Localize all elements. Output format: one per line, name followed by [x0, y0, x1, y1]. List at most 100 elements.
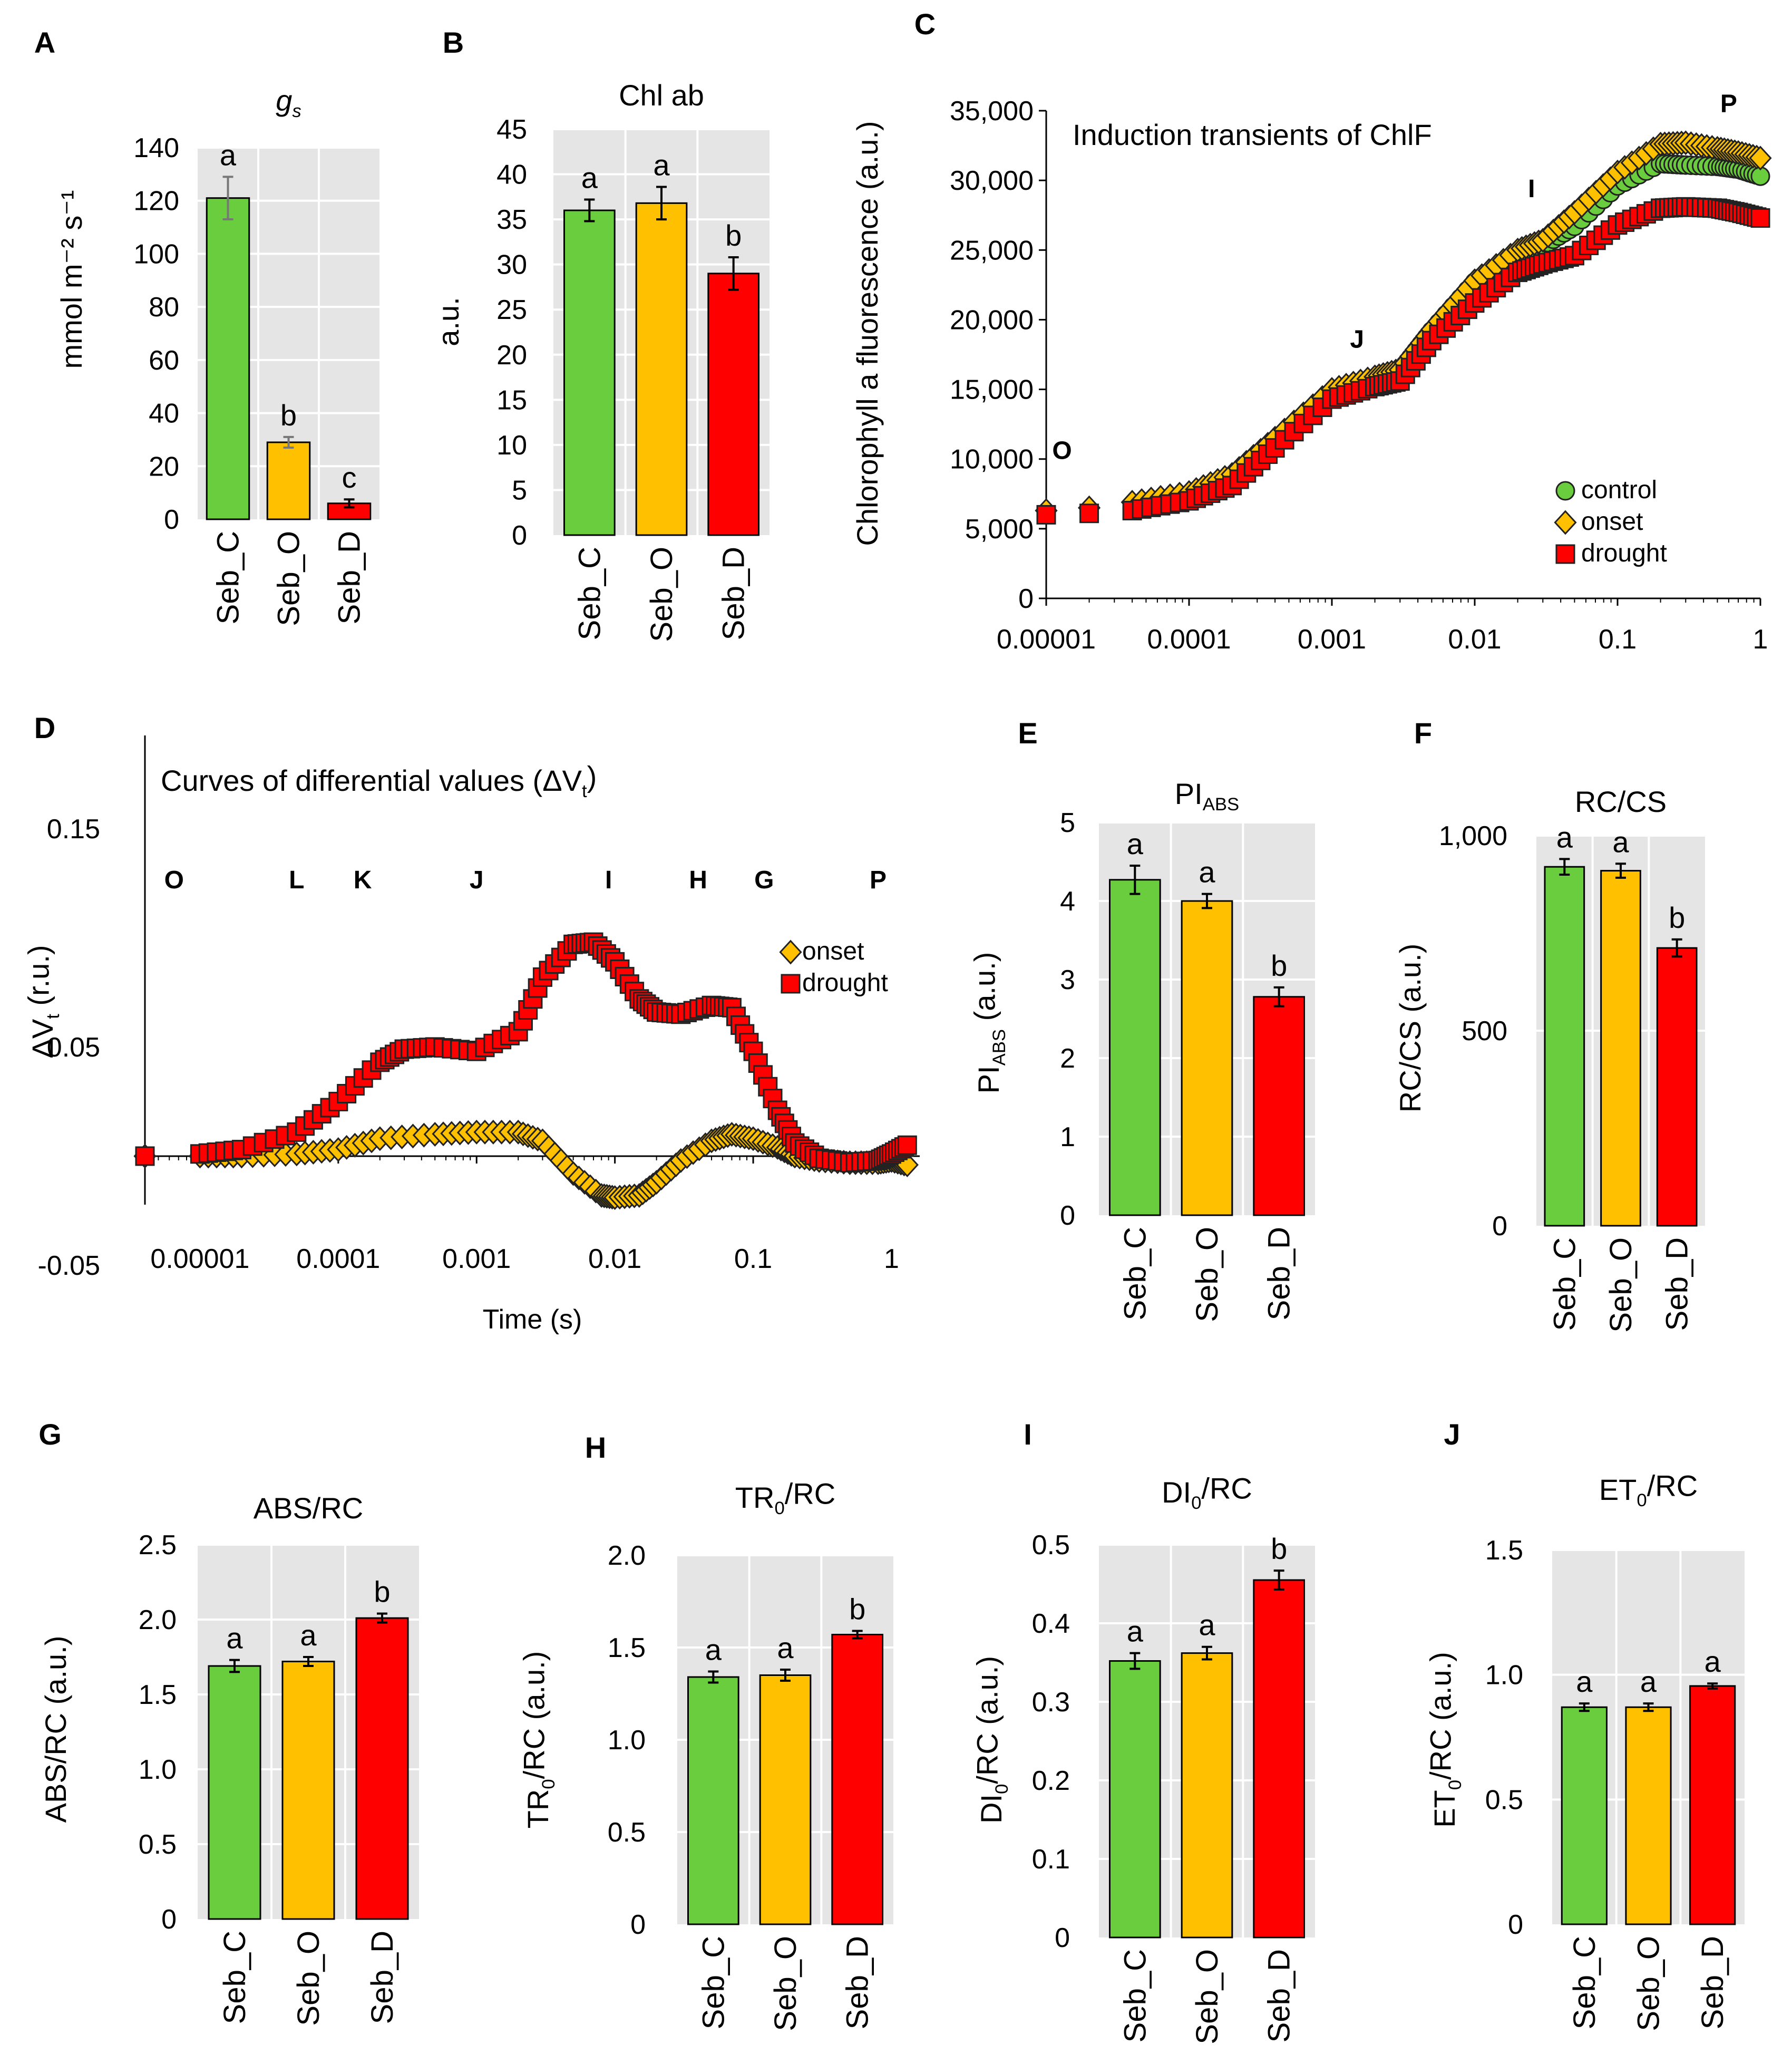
data-point — [135, 1146, 155, 1166]
x-tick-label: 0.001 — [442, 1244, 511, 1274]
y-tick-label: 5,000 — [965, 514, 1034, 545]
legend-label: control — [1581, 476, 1657, 504]
y-tick-label: 35 — [496, 205, 527, 235]
phase-label: J — [1350, 325, 1364, 353]
y-tick-label: 2.0 — [608, 1540, 646, 1571]
y-tick-label: -0.05 — [37, 1251, 100, 1281]
legend: control onset drought — [1554, 476, 1667, 567]
bar-seb-o — [1181, 1652, 1233, 1939]
category-label: Seb_O — [272, 531, 306, 626]
y-tick-label: 2 — [1060, 1043, 1075, 1074]
legend-label: onset — [802, 937, 864, 965]
y-tick-label: 20,000 — [950, 305, 1034, 335]
chart-title: ABS/RC — [254, 1491, 364, 1525]
significance-letter: b — [725, 219, 742, 252]
bar-seb-d — [1253, 996, 1305, 1216]
chart-h: 0 0.5 1.0 1.5 2.0 a Seb_C a Seb_O b Seb_D TR0/RC TR0… — [518, 1477, 893, 2031]
y-tick-label: 40 — [149, 399, 179, 429]
chart-title: ET0/RC — [1599, 1469, 1698, 1511]
y-tick-label: 1.0 — [1485, 1660, 1523, 1691]
y-tick-label: 0 — [164, 505, 179, 535]
legend-marker-drought — [781, 974, 801, 994]
legend-marker-onset — [779, 939, 802, 965]
category-label: Seb_O — [1604, 1237, 1638, 1333]
significance-letter: b — [1271, 1532, 1287, 1565]
bar-seb-o — [1181, 900, 1233, 1216]
bar-seb-d — [1689, 1685, 1736, 1925]
bar-seb-d — [707, 273, 760, 536]
category-label: Seb_O — [1190, 1227, 1224, 1322]
y-tick-label: 0.5 — [1485, 1785, 1523, 1815]
y-tick-label: 20 — [496, 340, 527, 371]
bar-seb-o — [1600, 870, 1641, 1227]
chart-f: 0 500 1,000 a Seb_C a Seb_O b Seb_D RC/CS RC/CS (a… — [1394, 785, 1705, 1333]
y-axis-label: a.u. — [432, 297, 465, 346]
panel-label-a: A — [34, 26, 55, 59]
y-tick-label: 0 — [1060, 1200, 1075, 1231]
y-tick-label: 0.4 — [1032, 1608, 1070, 1639]
category-label: Seb_C — [572, 547, 607, 640]
chart-e: 0 1 2 3 4 5 a Seb_C a Seb_O b Seb_D PIABS PIABS (a.u.… — [968, 777, 1315, 1322]
data-point — [1036, 505, 1056, 525]
phase-label: L — [289, 866, 304, 894]
chart-title: DI0/RC — [1162, 1472, 1252, 1514]
category-label: Seb_D — [1262, 1949, 1297, 2042]
significance-letter: a — [653, 149, 670, 182]
significance-letter: b — [1271, 949, 1287, 982]
category-label: Seb_C — [1118, 1949, 1152, 2042]
x-tick-label: 1 — [884, 1244, 899, 1274]
y-tick-label: 0 — [1018, 584, 1034, 614]
panel-label-d: D — [34, 711, 55, 744]
chart-title: Curves of differential values (ΔVt) — [161, 760, 597, 802]
y-tick-label: 5 — [512, 475, 527, 506]
chart-g: 0 0.5 1.0 1.5 2.0 2.5 a Seb_C a Seb_O b Seb_D ABS/RC… — [39, 1491, 419, 2026]
y-tick-label: 0.05 — [47, 1032, 100, 1063]
category-label: Seb_O — [768, 1936, 803, 2031]
significance-letter: a — [1127, 1615, 1144, 1648]
y-axis-label: TR0/RC (a.u.) — [518, 1651, 559, 1829]
chart-title: gs — [276, 84, 301, 121]
y-tick-label: 1.5 — [139, 1680, 177, 1710]
bar-seb-d — [831, 1634, 884, 1925]
y-tick-label: 25,000 — [950, 235, 1034, 266]
chart-d: -0.05 0.05 0.15 0.00001 0.0001 0.001 0.01 0.1 1 T… — [22, 735, 920, 1335]
category-label: Seb_D — [1696, 1936, 1730, 2029]
y-tick-label: 500 — [1462, 1016, 1507, 1046]
bar-seb-c — [563, 209, 616, 536]
category-label: Seb_O — [1190, 1949, 1224, 2044]
data-point — [1079, 503, 1099, 524]
y-tick-label: 0.1 — [1032, 1844, 1070, 1875]
y-tick-label: 0 — [1492, 1211, 1507, 1242]
y-tick-label: 35,000 — [950, 96, 1034, 127]
y-tick-label: 30 — [496, 250, 527, 280]
bar-seb-c — [1109, 1660, 1161, 1939]
x-tick-label: 0.01 — [588, 1244, 641, 1274]
significance-letter: b — [374, 1575, 390, 1608]
phase-label: J — [470, 866, 484, 894]
y-tick-label: 0 — [630, 1910, 646, 1940]
y-axis-label: RC/CS (a.u.) — [1394, 944, 1427, 1113]
phase-label: O — [164, 866, 184, 894]
series-drought — [1036, 197, 1770, 525]
y-tick-label: 1.5 — [608, 1633, 646, 1663]
legend-label: drought — [1581, 539, 1667, 567]
panel-label-g: G — [38, 1418, 62, 1451]
significance-letter: a — [226, 1622, 243, 1655]
y-tick-label: 10 — [496, 430, 527, 461]
y-tick-label: 0.5 — [1032, 1530, 1070, 1561]
bar-seb-d — [355, 1617, 409, 1920]
bar-seb-c — [206, 197, 250, 520]
significance-letter: a — [1199, 1608, 1215, 1642]
phase-label: O — [1052, 437, 1072, 465]
y-tick-label: 15,000 — [950, 375, 1034, 405]
y-tick-label: 80 — [149, 292, 179, 323]
significance-letter: c — [342, 461, 357, 494]
phase-label: K — [354, 866, 372, 894]
y-tick-label: 2.0 — [139, 1605, 177, 1635]
phase-label: P — [870, 866, 887, 894]
series-drought — [135, 932, 917, 1172]
legend-marker-onset — [1554, 510, 1577, 535]
x-tick-label: 0.00001 — [150, 1244, 249, 1274]
bar-seb-d — [1656, 947, 1698, 1227]
legend-label: drought — [802, 969, 888, 997]
